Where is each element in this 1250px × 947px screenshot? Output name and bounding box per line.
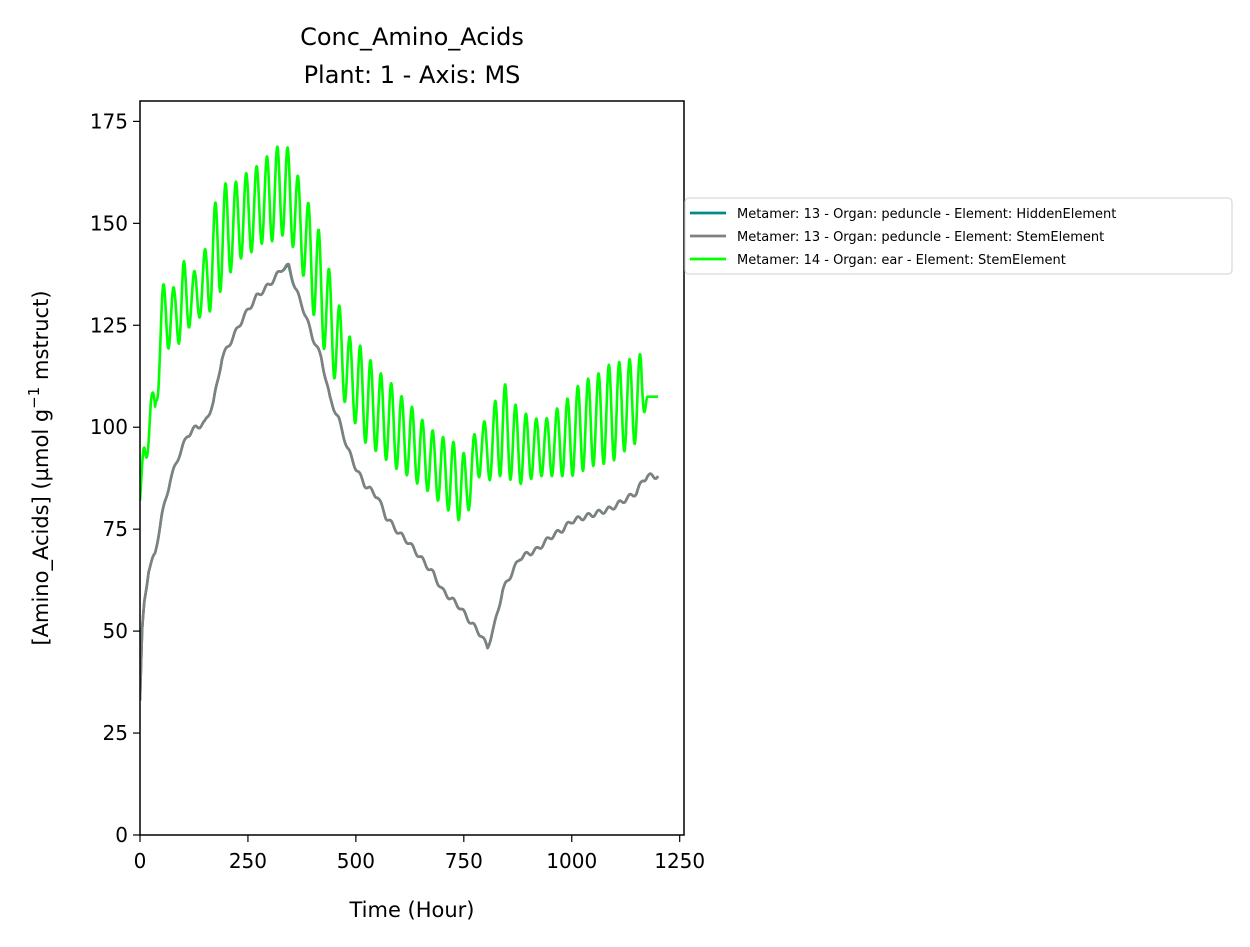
- series-line-2: [140, 262, 660, 701]
- legend: Metamer: 13 - Organ: peduncle - Element:…: [684, 197, 1233, 275]
- x-tick-label: 0: [134, 849, 147, 873]
- x-tick-label: 250: [229, 849, 267, 873]
- y-tick-label: 175: [90, 109, 128, 133]
- y-axis-label-superscript: −1: [25, 387, 43, 409]
- x-tick-label: 1250: [654, 849, 705, 873]
- legend-label-2: Metamer: 13 - Organ: peduncle - Element:…: [737, 230, 1104, 245]
- y-tick-label: 25: [103, 721, 128, 745]
- x-tick-label: 750: [445, 849, 483, 873]
- legend-label-3: Metamer: 14 - Organ: ear - Element: Stem…: [737, 253, 1066, 268]
- y-tick-label: 100: [90, 415, 128, 439]
- y-tick-label: 75: [103, 517, 128, 541]
- chart-title: Conc_Amino_Acids: [300, 23, 524, 51]
- legend-items: Metamer: 13 - Organ: peduncle - Element:…: [690, 207, 1116, 268]
- x-axis-ticks: 0 250 500 750 1000 1250: [134, 835, 705, 873]
- legend-frame: [684, 197, 1233, 275]
- plot-area-frame: [139, 100, 685, 836]
- y-axis-label-main: [Amino_Acids] (µmol g: [29, 409, 54, 646]
- legend-label-1: Metamer: 13 - Organ: peduncle - Element:…: [737, 207, 1116, 222]
- x-tick-label: 500: [337, 849, 375, 873]
- series-line-3: [140, 145, 659, 522]
- series-layer: [140, 145, 660, 701]
- x-tick-label: 1000: [546, 849, 597, 873]
- chart-subtitle: Plant: 1 - Axis: MS: [304, 61, 521, 89]
- y-tick-label: 50: [103, 619, 128, 643]
- y-tick-label: 0: [115, 823, 128, 847]
- y-tick-label: 125: [90, 313, 128, 337]
- y-axis-label-tail: mstruct): [29, 290, 53, 386]
- y-tick-label: 150: [90, 211, 128, 235]
- y-axis-ticks: 0 25 50 75 100 125 150 175: [90, 109, 140, 847]
- x-axis-label: Time (Hour): [348, 898, 474, 922]
- y-axis-label: [Amino_Acids] (µmol g−1 mstruct): [25, 290, 54, 645]
